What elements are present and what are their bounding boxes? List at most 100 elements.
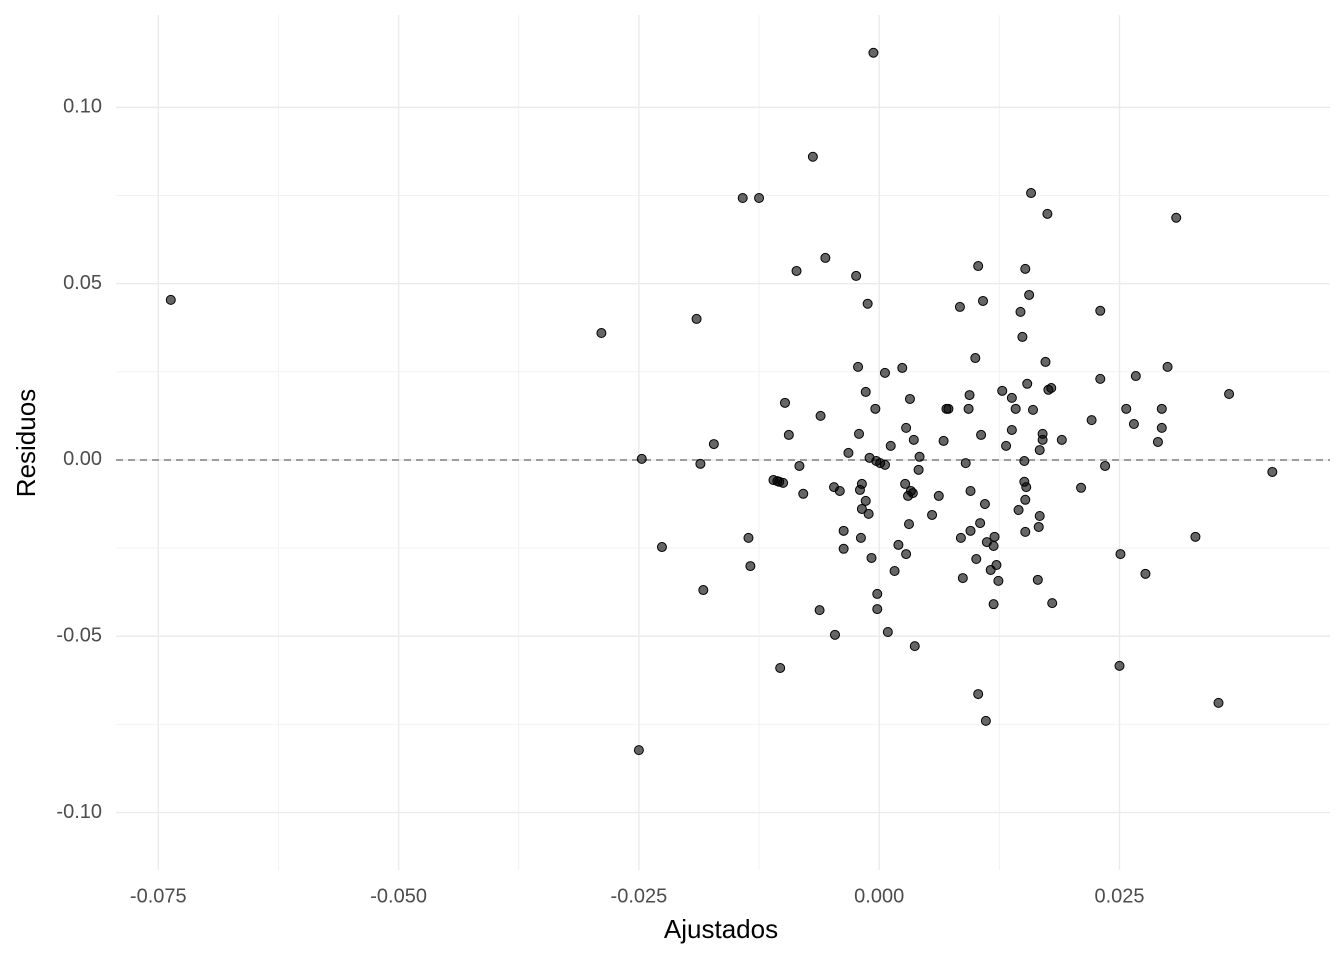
point — [1032, 574, 1043, 585]
point — [885, 440, 896, 451]
point — [964, 390, 975, 401]
major-grid — [116, 15, 1330, 870]
point — [1024, 289, 1035, 300]
point — [798, 488, 809, 499]
point — [903, 519, 914, 530]
x-tick-label: 0.000 — [854, 885, 904, 907]
y-tick-label: 0.10 — [63, 96, 102, 118]
point — [1076, 482, 1087, 493]
point — [829, 629, 840, 640]
point — [989, 531, 1000, 542]
point — [860, 495, 871, 506]
point — [1019, 456, 1030, 467]
point — [889, 566, 900, 577]
point — [834, 485, 845, 496]
point — [745, 561, 756, 572]
point — [1156, 403, 1167, 414]
x-axis-title: Ajustados — [664, 914, 778, 944]
point — [708, 439, 719, 450]
point — [1095, 373, 1106, 384]
point — [1026, 188, 1037, 199]
point — [870, 403, 881, 414]
point — [1056, 434, 1067, 445]
point — [843, 447, 854, 458]
point — [633, 745, 644, 756]
point — [868, 47, 879, 58]
point — [993, 575, 1004, 586]
point — [933, 490, 944, 501]
point — [927, 509, 938, 520]
point — [943, 403, 954, 414]
point — [997, 385, 1008, 396]
point — [970, 353, 981, 364]
point — [957, 573, 968, 584]
point — [743, 532, 754, 543]
point — [1037, 428, 1048, 439]
point — [1140, 568, 1151, 579]
y-tick-label: -0.10 — [56, 801, 102, 823]
point — [691, 313, 702, 324]
point — [838, 525, 849, 536]
point — [893, 539, 904, 550]
point — [900, 478, 911, 489]
point — [1171, 212, 1182, 223]
point — [1152, 436, 1163, 447]
point — [853, 361, 864, 372]
point — [879, 459, 890, 470]
point — [879, 367, 890, 378]
point — [1040, 356, 1051, 367]
point — [1027, 404, 1038, 415]
point — [965, 485, 976, 496]
point — [1015, 306, 1026, 317]
point — [1001, 440, 1012, 451]
point — [1006, 424, 1017, 435]
point — [1020, 263, 1031, 274]
point — [904, 393, 915, 404]
point — [872, 588, 883, 599]
point — [938, 435, 949, 446]
point — [979, 499, 990, 510]
point — [965, 525, 976, 536]
point — [1190, 531, 1201, 542]
minor-grid — [116, 15, 1330, 870]
point — [1086, 415, 1097, 426]
point — [975, 518, 986, 529]
x-tick-label: -0.050 — [370, 885, 427, 907]
point — [866, 552, 877, 563]
point — [860, 386, 871, 397]
point — [1013, 505, 1024, 516]
point — [971, 554, 982, 565]
point — [872, 604, 883, 615]
tick-labels: -0.075 -0.050 -0.025 0.000 0.025 -0.10 -0.05 0.… — [56, 96, 1144, 908]
point — [856, 503, 867, 514]
point — [1020, 494, 1031, 505]
point — [954, 301, 965, 312]
point — [856, 478, 867, 489]
point — [1047, 598, 1058, 609]
point — [814, 605, 825, 616]
point — [976, 429, 987, 440]
point — [1267, 466, 1278, 477]
point — [1042, 208, 1053, 219]
point — [820, 252, 831, 263]
point — [973, 689, 984, 700]
x-tick-label: 0.025 — [1094, 885, 1144, 907]
point — [913, 464, 924, 475]
point — [815, 410, 826, 421]
point — [980, 715, 991, 726]
x-tick-label: -0.075 — [130, 885, 187, 907]
point — [1017, 331, 1028, 342]
point — [1010, 403, 1021, 414]
point — [1162, 361, 1173, 372]
point — [1114, 660, 1125, 671]
point — [838, 543, 849, 554]
y-axis-title: Residuos — [11, 389, 41, 497]
point — [851, 270, 862, 281]
point — [973, 261, 984, 272]
point — [783, 429, 794, 440]
point — [794, 460, 805, 471]
point — [901, 549, 912, 560]
point — [695, 458, 706, 469]
